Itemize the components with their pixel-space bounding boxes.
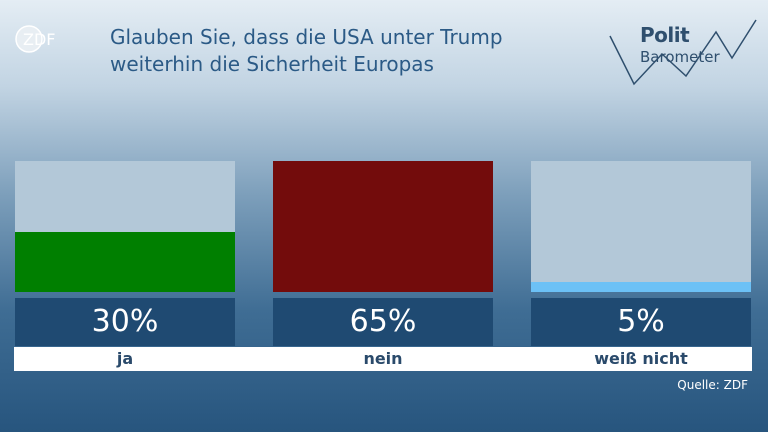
svg-text:ZDF: ZDF — [23, 30, 55, 49]
category-label-ja: ja — [116, 349, 134, 368]
politbarometer-logo-graphic — [609, 19, 757, 86]
bar-nein — [273, 161, 493, 292]
category-label-strip — [14, 347, 752, 371]
category-label-nein: nein — [363, 349, 403, 368]
value-label-nein: 65% — [273, 298, 493, 346]
bar-column-nein: 65% — [273, 161, 493, 346]
bar-track-ja — [15, 161, 235, 292]
brand-polit: Polit — [640, 23, 690, 47]
value-label-ja: 30% — [15, 298, 235, 346]
title-line-1: Glauben Sie, dass die USA unter Trump — [110, 25, 503, 49]
bar-column-weiss-nicht: 5% — [531, 161, 751, 346]
title-line-2: weiterhin die Sicherheit Europas — [110, 52, 434, 76]
value-label-weiss-nicht: 5% — [531, 298, 751, 346]
chart-title: Glauben Sie, dass die USA unter Trump we… — [110, 24, 580, 78]
source-note: Quelle: ZDF — [677, 378, 748, 392]
brand-barometer: Barometer — [640, 48, 720, 66]
bar-track-nein — [273, 161, 493, 292]
bar-track-weiss-nicht — [531, 161, 751, 292]
bar-column-ja: 30% — [15, 161, 235, 346]
category-label-weiss-nicht: weiß nicht — [594, 349, 688, 368]
bar-weiss-nicht — [531, 282, 751, 292]
zdf-logo: ZDF — [15, 25, 55, 53]
bar-ja — [15, 232, 235, 292]
